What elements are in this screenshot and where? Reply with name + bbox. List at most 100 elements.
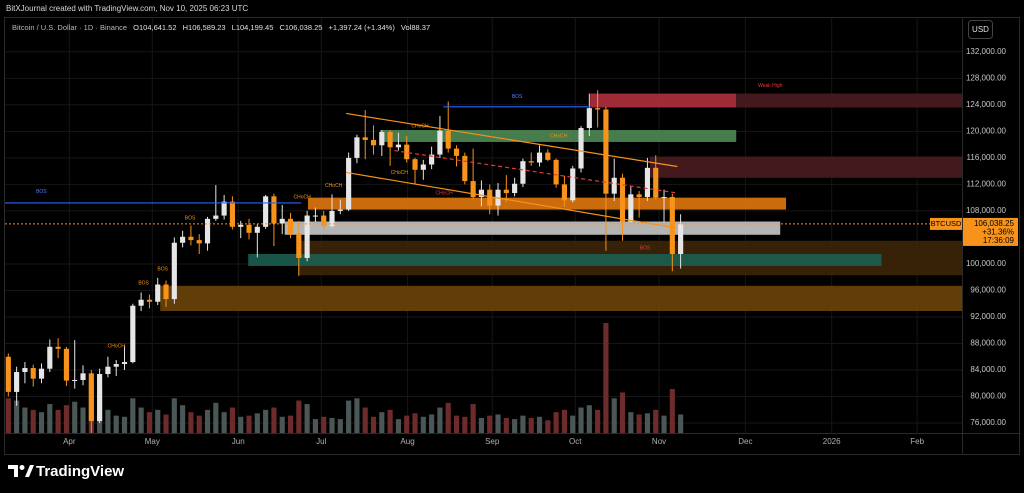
candle-body	[644, 167, 650, 197]
volume-bar	[163, 414, 169, 433]
candle-body	[55, 346, 61, 349]
candle-body	[263, 196, 269, 227]
candle-body	[22, 368, 28, 373]
volume-bar	[595, 409, 601, 433]
volume-bar	[30, 409, 36, 433]
volume-bar	[204, 409, 211, 433]
candle-body	[121, 362, 128, 365]
volume-bar	[121, 416, 128, 433]
y-tick-label: 88,000.00	[970, 339, 1006, 348]
legend-open: O104,641.52	[133, 23, 176, 32]
volume-bar	[196, 415, 202, 433]
candle-body	[5, 356, 11, 392]
candles	[5, 90, 684, 433]
candle-body	[113, 364, 119, 367]
structure-line	[394, 149, 678, 194]
volume-bar	[22, 407, 28, 433]
x-tick-label: Dec	[738, 437, 752, 446]
x-tick-label: May	[145, 437, 160, 446]
x-tick-label: Sep	[485, 437, 500, 446]
logo-mark	[8, 465, 18, 477]
volume-bar	[229, 407, 235, 433]
candle-body	[188, 236, 194, 241]
volume-bar	[478, 417, 484, 433]
volume-bar	[553, 412, 559, 433]
candle-body	[346, 157, 352, 210]
volume-bar	[312, 419, 318, 433]
volume-bar	[354, 398, 360, 433]
structure-label: BOS	[185, 216, 196, 222]
volume-bar	[5, 398, 11, 433]
candle-body	[387, 132, 393, 148]
candle-body	[246, 224, 252, 233]
volume-bar	[379, 412, 385, 433]
logo-slash	[25, 465, 34, 477]
candle-body	[561, 184, 567, 201]
volume-bar	[578, 407, 584, 433]
candle-body	[379, 132, 385, 146]
candle-body	[80, 373, 86, 380]
candle-body	[437, 130, 443, 155]
volume-bar	[628, 412, 634, 433]
structure-label: CHoCH	[391, 170, 409, 176]
symbol-legend: Bitcoin / U.S. Dollar · 1D · Binance O10…	[12, 23, 430, 32]
brand: TradingView	[36, 463, 124, 480]
candle-body	[30, 368, 36, 379]
candle-body	[545, 152, 551, 160]
candle-body	[155, 284, 161, 302]
structure-label: CHoCH	[325, 183, 343, 189]
candle-body	[213, 215, 219, 219]
candle-body	[296, 233, 302, 258]
candle-body	[570, 168, 576, 201]
candle-body	[678, 223, 684, 255]
x-tick-label: Feb	[910, 437, 924, 446]
x-tick-label: Nov	[652, 437, 666, 446]
volume-bar	[188, 412, 194, 433]
price-tag-countdown: 17:36:09	[983, 236, 1015, 245]
y-tick-label: 128,000.00	[966, 73, 1007, 82]
y-tick-label: 116,000.00	[967, 153, 1007, 162]
structure-label: Weak High	[758, 83, 783, 89]
candle-body	[395, 144, 401, 148]
volume-bar	[536, 416, 543, 433]
candle-body	[72, 379, 78, 381]
candle-body	[619, 177, 626, 222]
volume-bar	[545, 420, 551, 433]
volume-bar	[644, 413, 650, 433]
candle-body	[595, 108, 601, 110]
structure-label: CHoCH	[108, 343, 126, 349]
y-tick-label: 96,000.00	[970, 286, 1006, 295]
volume-bar	[346, 400, 352, 433]
candle-body	[470, 181, 476, 197]
structure-label: BOS	[640, 245, 651, 251]
volume-bar	[155, 409, 161, 433]
logo-dot	[19, 465, 25, 470]
volume-bar	[570, 415, 576, 433]
currency-box[interactable]	[968, 20, 993, 39]
volume-bar	[138, 407, 144, 433]
y-tick-label: 124,000.00	[966, 100, 1007, 109]
candle-body	[130, 305, 136, 363]
zone	[307, 197, 787, 210]
zone	[649, 156, 962, 178]
x-tick-label: Jun	[232, 437, 245, 446]
candle-body	[453, 148, 460, 156]
zone	[160, 285, 963, 312]
currency[interactable]: USD	[972, 25, 989, 34]
volume-bar	[420, 416, 426, 433]
volume-bar	[304, 404, 310, 433]
structure-label: BOS	[512, 94, 523, 100]
candle-body	[47, 346, 53, 369]
candle-body	[254, 226, 260, 233]
candle-body	[304, 215, 310, 258]
x-tick-label: Aug	[400, 437, 414, 446]
candle-body	[321, 215, 327, 227]
x-tick-label: Oct	[569, 437, 582, 446]
volume-bar	[14, 400, 20, 433]
x-tick-label: Jul	[316, 437, 326, 446]
candle-body	[429, 154, 435, 165]
candle-body	[661, 196, 667, 198]
structure-line	[346, 112, 678, 168]
volume-bar	[412, 413, 418, 433]
